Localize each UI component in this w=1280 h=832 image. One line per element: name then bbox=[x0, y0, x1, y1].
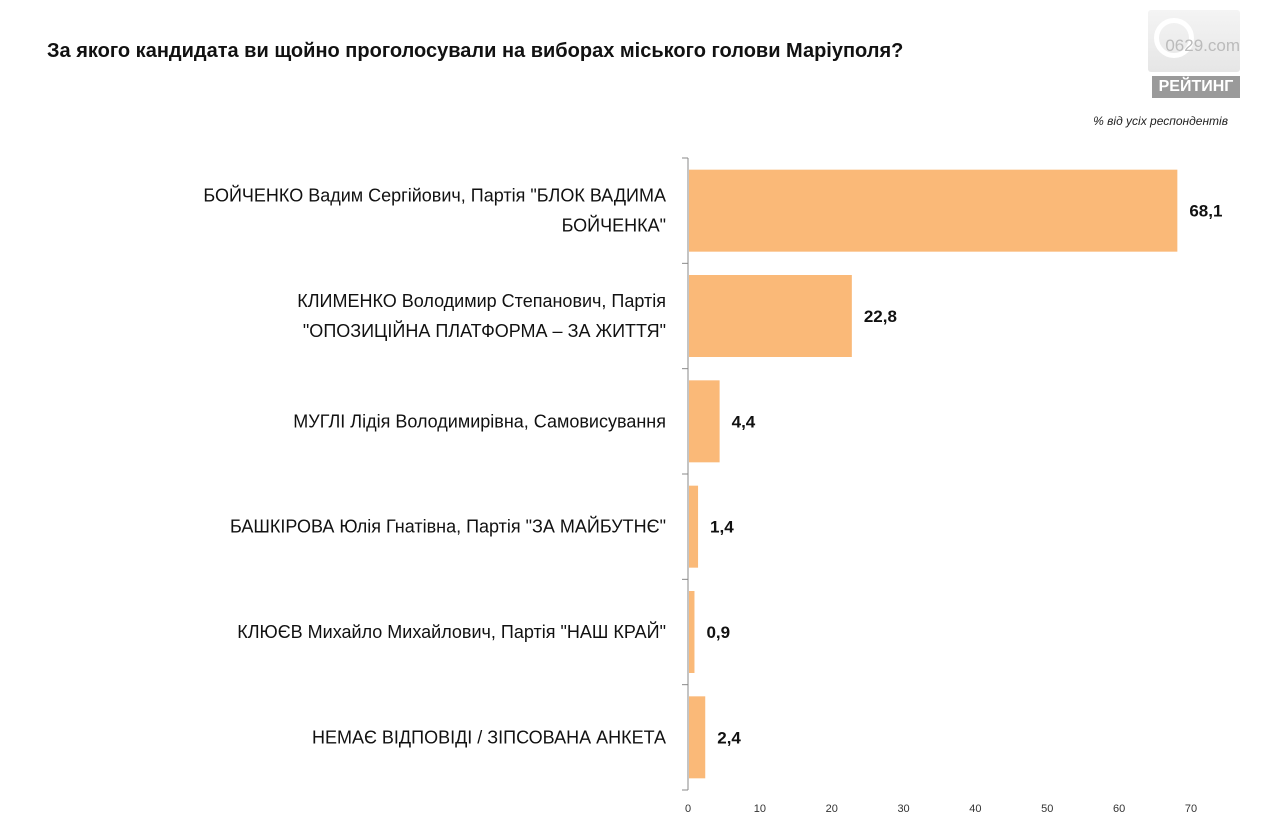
x-tick-label: 20 bbox=[826, 803, 838, 815]
bar bbox=[689, 485, 699, 568]
x-tick-label: 10 bbox=[754, 803, 766, 815]
value-label: 68,1 bbox=[1189, 202, 1222, 221]
chart-title: За якого кандидата ви щойно проголосувал… bbox=[47, 40, 904, 62]
category-label: БАШКІРОВА Юлія Гнатівна, Партія "ЗА МАЙБ… bbox=[230, 516, 666, 537]
logo-rating-text: РЕЙТИНГ bbox=[1152, 76, 1240, 98]
bar bbox=[689, 696, 706, 779]
logo: 0629.com РЕЙТИНГ bbox=[1148, 10, 1240, 98]
value-label: 4,4 bbox=[732, 412, 756, 431]
bar bbox=[689, 275, 852, 357]
category-label: КЛИМЕНКО Володимир Степанович, Партія bbox=[297, 291, 666, 311]
value-label: 22,8 bbox=[864, 307, 897, 326]
bar bbox=[689, 169, 1178, 252]
category-label: КЛЮЄВ Михайло Михайлович, Партія "НАШ КР… bbox=[237, 621, 666, 642]
x-tick-label: 60 bbox=[1113, 803, 1125, 815]
value-label: 2,4 bbox=[717, 728, 741, 747]
bar bbox=[689, 380, 720, 463]
category-label: БОЙЧЕНКА" bbox=[562, 215, 666, 236]
x-tick-label: 70 bbox=[1185, 803, 1197, 815]
category-label: "ОПОЗИЦІЙНА ПЛАТФОРМА – ЗА ЖИТТЯ" bbox=[303, 320, 666, 341]
value-label: 0,9 bbox=[706, 623, 730, 642]
value-label: 1,4 bbox=[710, 518, 734, 537]
category-label: БОЙЧЕНКО Вадим Сергійович, Партія "БЛОК … bbox=[203, 185, 666, 206]
x-tick-label: 0 bbox=[685, 803, 691, 815]
category-label: МУГЛІ Лідія Володимирівна, Самовисування bbox=[293, 411, 666, 431]
logo-circle-icon bbox=[1154, 18, 1194, 58]
x-tick-label: 50 bbox=[1041, 803, 1053, 815]
chart-subtitle: % від усіх респондентів bbox=[1093, 114, 1228, 128]
x-tick-label: 30 bbox=[897, 803, 909, 815]
bar bbox=[689, 591, 695, 673]
logo-brand-text: 0629.com bbox=[1165, 36, 1240, 55]
x-tick-label: 40 bbox=[969, 803, 981, 815]
category-label: НЕМАЄ ВІДПОВІДІ / ЗІПСОВАНА АНКЕТА bbox=[312, 727, 666, 747]
